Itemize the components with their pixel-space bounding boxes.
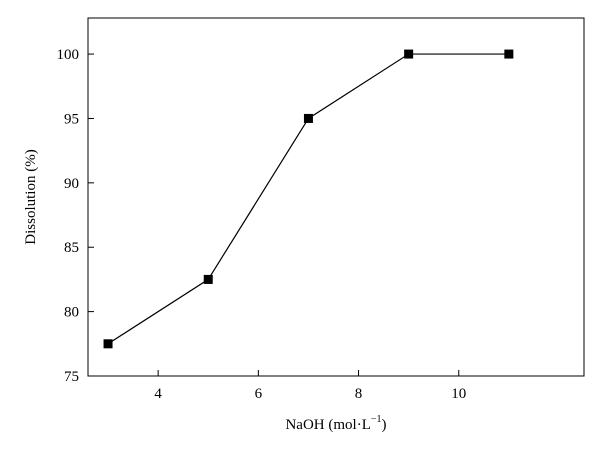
x-axis: 4 6 8 10 (154, 370, 466, 402)
y-axis-label: Dissolution (%) (23, 149, 39, 244)
x-axis-label-exponent: −1 (371, 414, 382, 425)
x-axis-label-main: NaOH (mol·L (285, 417, 370, 433)
plot-area (87, 17, 585, 377)
y-tick-label: 85 (64, 240, 79, 256)
y-tick-label: 95 (64, 111, 79, 127)
x-axis-label: NaOH (mol·L−1) (285, 414, 386, 433)
y-tick-label: 80 (64, 305, 79, 321)
plot-frame (87, 17, 585, 377)
data-point-marker (404, 49, 414, 59)
x-axis-label-close: ) (382, 417, 387, 433)
x-tick-label: 10 (451, 386, 466, 402)
data-point-marker (103, 339, 113, 349)
y-tick-label: 100 (57, 47, 80, 63)
x-tick-label: 8 (355, 386, 363, 402)
y-tick-label: 75 (64, 369, 79, 385)
x-tick-label: 4 (154, 386, 162, 402)
y-tick-label: 90 (64, 176, 79, 192)
data-point-marker (504, 49, 514, 59)
data-point-marker (203, 274, 213, 284)
series-line (107, 53, 509, 345)
series-group (103, 49, 514, 349)
data-point-marker (303, 113, 313, 123)
y-axis: 75 80 85 90 95 100 (57, 47, 94, 385)
x-tick-label: 6 (255, 386, 263, 402)
